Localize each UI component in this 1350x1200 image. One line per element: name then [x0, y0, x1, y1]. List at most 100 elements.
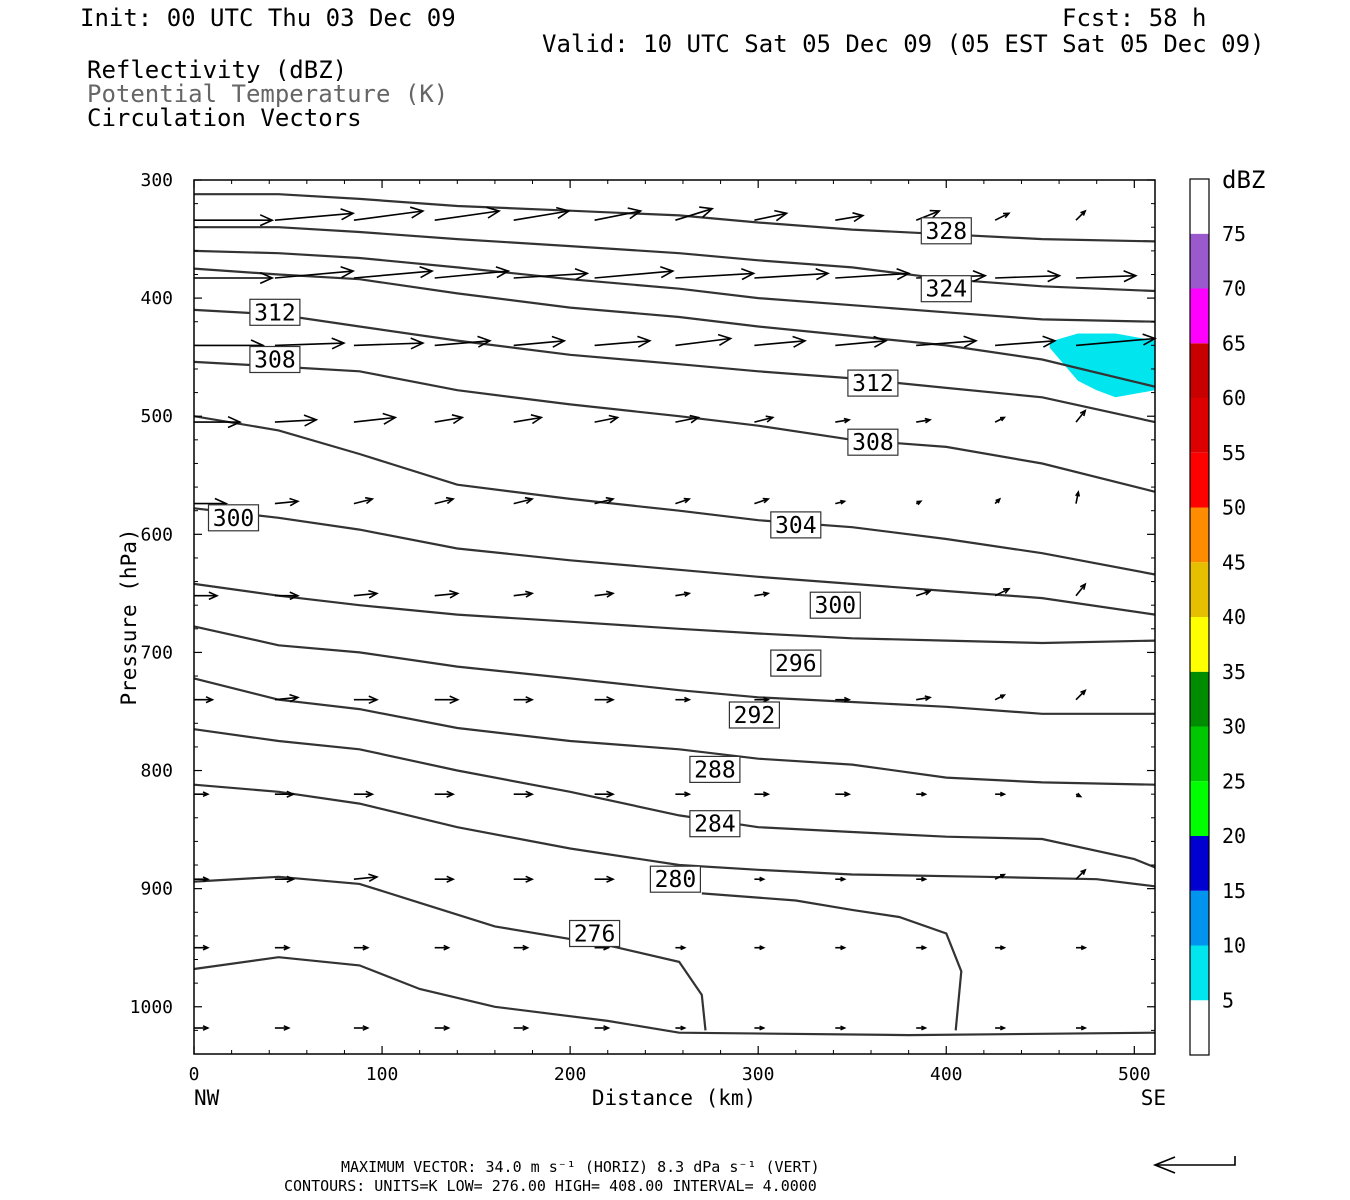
wind-vector-head: [921, 1025, 928, 1031]
wind-vector-head: [303, 414, 319, 427]
wind-vector-head: [443, 944, 451, 951]
wind-vector-head: [449, 589, 460, 599]
wind-vector-head: [606, 875, 615, 883]
wind-vector-head: [551, 335, 567, 348]
wind-vector-head: [843, 791, 852, 798]
wind-vector: [513, 496, 534, 505]
valid-time: Valid: 10 UTC Sat 05 Dec 09 (05 EST Sat …: [542, 30, 1264, 58]
wind-vector: [675, 1025, 687, 1031]
x-tick-label: 300: [742, 1064, 775, 1085]
wind-vector-shaft: [916, 340, 977, 347]
wind-vector: [754, 209, 789, 222]
wind-vector-head: [1123, 270, 1138, 283]
wind-vector-shaft: [513, 498, 533, 505]
wind-vector-shaft: [1075, 337, 1156, 347]
contour-label-box: [249, 298, 301, 326]
wind-vector-head: [921, 945, 928, 951]
wind-vector-head: [365, 790, 375, 798]
wind-vector: [594, 496, 615, 505]
wind-vector-head: [286, 875, 296, 883]
wind-vector-head: [916, 500, 923, 506]
wind-vector-shaft: [353, 876, 377, 880]
wind-vector: [835, 268, 911, 281]
y-axis-label: Pressure (hPa): [117, 528, 141, 705]
wind-vector-head: [530, 414, 544, 425]
wind-vector: [1075, 792, 1083, 798]
wind-vector: [916, 335, 978, 348]
axes: 300 400 500 600 700 800 900 1000 0 100 200 300 400 50…: [130, 170, 1155, 1085]
wind-vector: [995, 270, 1062, 283]
wind-vector-head: [289, 693, 300, 703]
wind-vector-head: [1079, 409, 1087, 417]
contour-label-text: 296: [775, 651, 817, 677]
contour-label-text: 288: [694, 757, 736, 783]
contour-label-text: 328: [926, 219, 968, 245]
colorbar-segment-70: [1190, 233, 1209, 289]
wind-vector: [194, 1025, 210, 1031]
wind-vector-head: [852, 212, 865, 223]
contour-label-text: 284: [694, 812, 736, 838]
wind-vector-head: [765, 415, 775, 423]
wind-vector: [754, 791, 771, 798]
colorbar-tick-label: 10: [1222, 934, 1246, 958]
wind-vector-head: [1079, 582, 1087, 590]
contour-label-text: 308: [852, 430, 894, 456]
field-potential-temperature: Potential Temperature (K): [87, 80, 448, 108]
wind-vector: [675, 591, 692, 598]
wind-vector-head: [368, 589, 379, 599]
wind-vector: [274, 591, 300, 601]
theta-contour-296: [193, 625, 1155, 715]
wind-vector-head: [929, 209, 942, 219]
wind-vector-shaft: [434, 592, 458, 597]
colorbar-tick-label: 55: [1222, 441, 1246, 465]
x-tick-label: 100: [366, 1064, 399, 1085]
x-left-end-label: NW: [194, 1086, 220, 1110]
wind-vector-shaft: [1075, 410, 1086, 423]
wind-vector: [916, 791, 928, 797]
wind-vector-head: [999, 873, 1007, 879]
theta-contour-308: [193, 415, 1156, 576]
colorbar-frame: [1189, 178, 1210, 1056]
wind-vector: [994, 212, 1011, 221]
contour-label: 276: [568, 919, 621, 948]
wind-vector-shaft: [915, 210, 940, 221]
contour-label: 312: [249, 298, 301, 326]
wind-vector: [353, 206, 425, 221]
contour-label: 324: [920, 275, 972, 303]
wind-vector-head: [684, 696, 692, 703]
wind-vector-head: [605, 496, 615, 505]
wind-vector: [194, 271, 275, 285]
wind-vector-shaft: [1075, 583, 1086, 597]
contour-label-box: [847, 369, 899, 397]
y-tick-label: 1000: [130, 997, 173, 1018]
contour-labels: 328 324 312 308 312 308 300 304 300 296 292 288 284 2…: [207, 217, 972, 948]
contour-label-text: 280: [655, 867, 697, 893]
wind-vector: [434, 266, 511, 279]
wind-vector: [675, 333, 733, 347]
wind-vector-head: [525, 875, 535, 883]
wind-vector-shaft: [353, 342, 423, 347]
wind-vector: [274, 414, 319, 427]
wind-vector-shaft: [274, 419, 317, 423]
wind-vector: [835, 1025, 847, 1031]
wind-vector: [274, 208, 356, 221]
colorbar-segment-20: [1190, 781, 1209, 836]
contour-label-text: 312: [254, 300, 296, 326]
wind-vector-head: [637, 335, 652, 348]
wind-vector-head: [208, 591, 219, 601]
wind-vector: [675, 206, 715, 221]
wind-vector-shaft: [835, 272, 909, 279]
wind-vector-head: [689, 414, 701, 424]
wind-vector-shaft: [353, 416, 396, 423]
wind-vector-head: [1080, 868, 1087, 875]
max-vector-note: MAXIMUM VECTOR: 34.0 m s⁻¹ (HORIZ) 8.3 d…: [341, 1158, 820, 1176]
wind-vector-head: [362, 944, 370, 951]
wind-vector-shaft: [434, 210, 500, 221]
wind-vector-head: [555, 206, 571, 219]
colorbar-tick-label: 20: [1222, 824, 1246, 848]
contour-label-box: [249, 345, 301, 374]
colorbar-tick-label: 30: [1222, 715, 1246, 739]
wind-vector-shaft: [916, 419, 931, 423]
x-tick-label: 0: [189, 1064, 200, 1085]
wind-vector-head: [1042, 335, 1057, 348]
